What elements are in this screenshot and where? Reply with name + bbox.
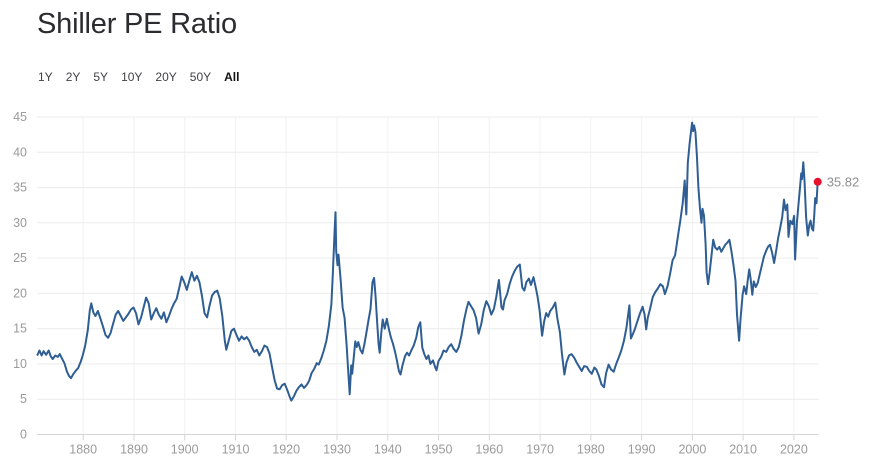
y-axis-label: 25 bbox=[13, 251, 27, 265]
x-axis-label: 1920 bbox=[272, 443, 300, 457]
x-axis-label: 2010 bbox=[729, 443, 757, 457]
y-axis-label: 40 bbox=[13, 145, 27, 159]
x-axis-label: 1950 bbox=[425, 443, 453, 457]
y-axis-label: 30 bbox=[13, 216, 27, 230]
x-axis-label: 1970 bbox=[526, 443, 554, 457]
page-title: Shiller PE Ratio bbox=[37, 8, 237, 40]
range-button-10y[interactable]: 10Y bbox=[121, 70, 143, 84]
x-axis-label: 2000 bbox=[678, 443, 706, 457]
x-axis-label: 1900 bbox=[171, 443, 199, 457]
x-axis-label: 1930 bbox=[323, 443, 351, 457]
pe-line-series bbox=[36, 121, 819, 402]
x-axis-label: 1880 bbox=[69, 443, 97, 457]
y-axis-label: 20 bbox=[13, 286, 27, 300]
range-button-1y[interactable]: 1Y bbox=[38, 70, 53, 84]
latest-value-label: 35.82 bbox=[827, 174, 860, 189]
y-axis-label: 0 bbox=[20, 428, 27, 442]
x-axis-label: 1980 bbox=[577, 443, 605, 457]
x-axis-label: 1990 bbox=[628, 443, 656, 457]
range-button-5y[interactable]: 5Y bbox=[93, 70, 109, 84]
y-axis-label: 35 bbox=[13, 181, 27, 195]
range-selector: 1Y 2Y 5Y 10Y 20Y 50Y All bbox=[38, 70, 239, 84]
range-button-all[interactable]: All bbox=[224, 70, 240, 84]
x-axis-label: 1960 bbox=[475, 443, 503, 457]
range-button-2y[interactable]: 2Y bbox=[65, 70, 81, 84]
range-button-20y[interactable]: 20Y bbox=[155, 70, 177, 84]
range-button-50y[interactable]: 50Y bbox=[189, 70, 212, 84]
x-axis-label: 2020 bbox=[780, 443, 808, 457]
x-axis-label: 1910 bbox=[222, 443, 250, 457]
x-axis-label: 1940 bbox=[374, 443, 402, 457]
latest-point-marker bbox=[813, 177, 822, 186]
y-axis-label: 15 bbox=[13, 322, 27, 336]
y-axis-label: 10 bbox=[13, 357, 27, 371]
y-axis-label: 45 bbox=[13, 110, 27, 124]
y-axis-label: 5 bbox=[20, 392, 27, 406]
x-axis-label: 1890 bbox=[120, 443, 148, 457]
